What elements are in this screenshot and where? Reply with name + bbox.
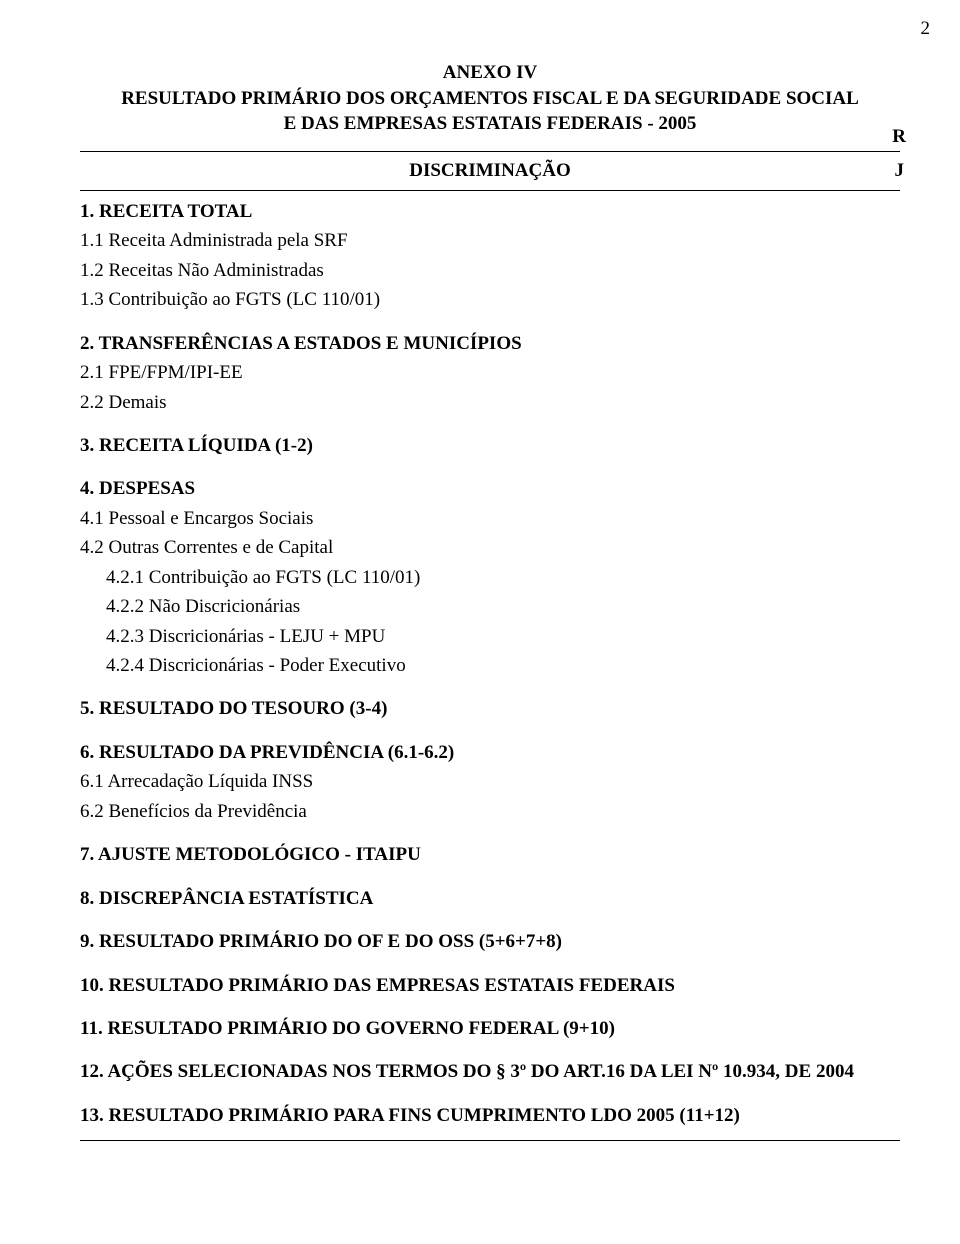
- title-line-2: RESULTADO PRIMÁRIO DOS ORÇAMENTOS FISCAL…: [80, 86, 900, 112]
- column-header-row: R DISCRIMINAÇÃO J: [80, 151, 900, 191]
- row-11: 11. RESULTADO PRIMÁRIO DO GOVERNO FEDERA…: [80, 1014, 900, 1043]
- row-4-2-2: 4.2.2 Não Discricionárias: [80, 592, 900, 621]
- row-1: 1. RECEITA TOTAL: [80, 197, 900, 226]
- row-2-2: 2.2 Demais: [80, 388, 900, 417]
- row-4-1: 4.1 Pessoal e Encargos Sociais: [80, 504, 900, 533]
- row-4-2-1: 4.2.1 Contribuição ao FGTS (LC 110/01): [80, 563, 900, 592]
- row-7: 7. AJUSTE METODOLÓGICO - ITAIPU: [80, 840, 900, 869]
- table-body: 1. RECEITA TOTAL 1.1 Receita Administrad…: [80, 191, 900, 1130]
- group-3: 3. RECEITA LÍQUIDA (1-2): [80, 431, 900, 460]
- page-number: 2: [921, 18, 931, 40]
- row-12: 12. AÇÕES SELECIONADAS NOS TERMOS DO § 3…: [80, 1057, 900, 1086]
- table-wrap: R DISCRIMINAÇÃO J 1. RECEITA TOTAL 1.1 R…: [80, 151, 900, 1141]
- group-5: 5. RESULTADO DO TESOURO (3-4): [80, 694, 900, 723]
- group-12: 12. AÇÕES SELECIONADAS NOS TERMOS DO § 3…: [80, 1057, 900, 1086]
- title-line-1: ANEXO IV: [80, 60, 900, 86]
- bottom-rule: [80, 1140, 900, 1141]
- group-9: 9. RESULTADO PRIMÁRIO DO OF E DO OSS (5+…: [80, 927, 900, 956]
- group-6: 6. RESULTADO DA PREVIDÊNCIA (6.1-6.2) 6.…: [80, 738, 900, 826]
- column-header-label: DISCRIMINAÇÃO: [409, 160, 571, 181]
- group-11: 11. RESULTADO PRIMÁRIO DO GOVERNO FEDERA…: [80, 1014, 900, 1043]
- row-4-2-3: 4.2.3 Discricionárias - LEJU + MPU: [80, 622, 900, 651]
- row-4-2-4: 4.2.4 Discricionárias - Poder Executivo: [80, 651, 900, 680]
- title-block: ANEXO IV RESULTADO PRIMÁRIO DOS ORÇAMENT…: [80, 60, 900, 137]
- row-8: 8. DISCREPÂNCIA ESTATÍSTICA: [80, 884, 900, 913]
- document-page: 2 ANEXO IV RESULTADO PRIMÁRIO DOS ORÇAME…: [0, 0, 960, 1244]
- row-6: 6. RESULTADO DA PREVIDÊNCIA (6.1-6.2): [80, 738, 900, 767]
- side-letter-j: J: [895, 160, 905, 182]
- group-7: 7. AJUSTE METODOLÓGICO - ITAIPU: [80, 840, 900, 869]
- group-1: 1. RECEITA TOTAL 1.1 Receita Administrad…: [80, 197, 900, 315]
- group-8: 8. DISCREPÂNCIA ESTATÍSTICA: [80, 884, 900, 913]
- row-1-1: 1.1 Receita Administrada pela SRF: [80, 226, 900, 255]
- row-2-1: 2.1 FPE/FPM/IPI-EE: [80, 358, 900, 387]
- row-9: 9. RESULTADO PRIMÁRIO DO OF E DO OSS (5+…: [80, 927, 900, 956]
- row-3: 3. RECEITA LÍQUIDA (1-2): [80, 431, 900, 460]
- group-2: 2. TRANSFERÊNCIAS A ESTADOS E MUNICÍPIOS…: [80, 329, 900, 417]
- row-6-2: 6.2 Benefícios da Previdência: [80, 797, 900, 826]
- row-1-2: 1.2 Receitas Não Administradas: [80, 256, 900, 285]
- side-letter-r: R: [892, 126, 906, 148]
- row-13: 13. RESULTADO PRIMÁRIO PARA FINS CUMPRIM…: [80, 1101, 900, 1130]
- row-10: 10. RESULTADO PRIMÁRIO DAS EMPRESAS ESTA…: [80, 971, 900, 1000]
- row-6-1: 6.1 Arrecadação Líquida INSS: [80, 767, 900, 796]
- row-2: 2. TRANSFERÊNCIAS A ESTADOS E MUNICÍPIOS: [80, 329, 900, 358]
- title-line-3: E DAS EMPRESAS ESTATAIS FEDERAIS - 2005: [80, 111, 900, 137]
- group-4: 4. DESPESAS 4.1 Pessoal e Encargos Socia…: [80, 474, 900, 680]
- row-4: 4. DESPESAS: [80, 474, 900, 503]
- row-4-2: 4.2 Outras Correntes e de Capital: [80, 533, 900, 562]
- group-13: 13. RESULTADO PRIMÁRIO PARA FINS CUMPRIM…: [80, 1101, 900, 1130]
- row-5: 5. RESULTADO DO TESOURO (3-4): [80, 694, 900, 723]
- row-1-3: 1.3 Contribuição ao FGTS (LC 110/01): [80, 285, 900, 314]
- group-10: 10. RESULTADO PRIMÁRIO DAS EMPRESAS ESTA…: [80, 971, 900, 1000]
